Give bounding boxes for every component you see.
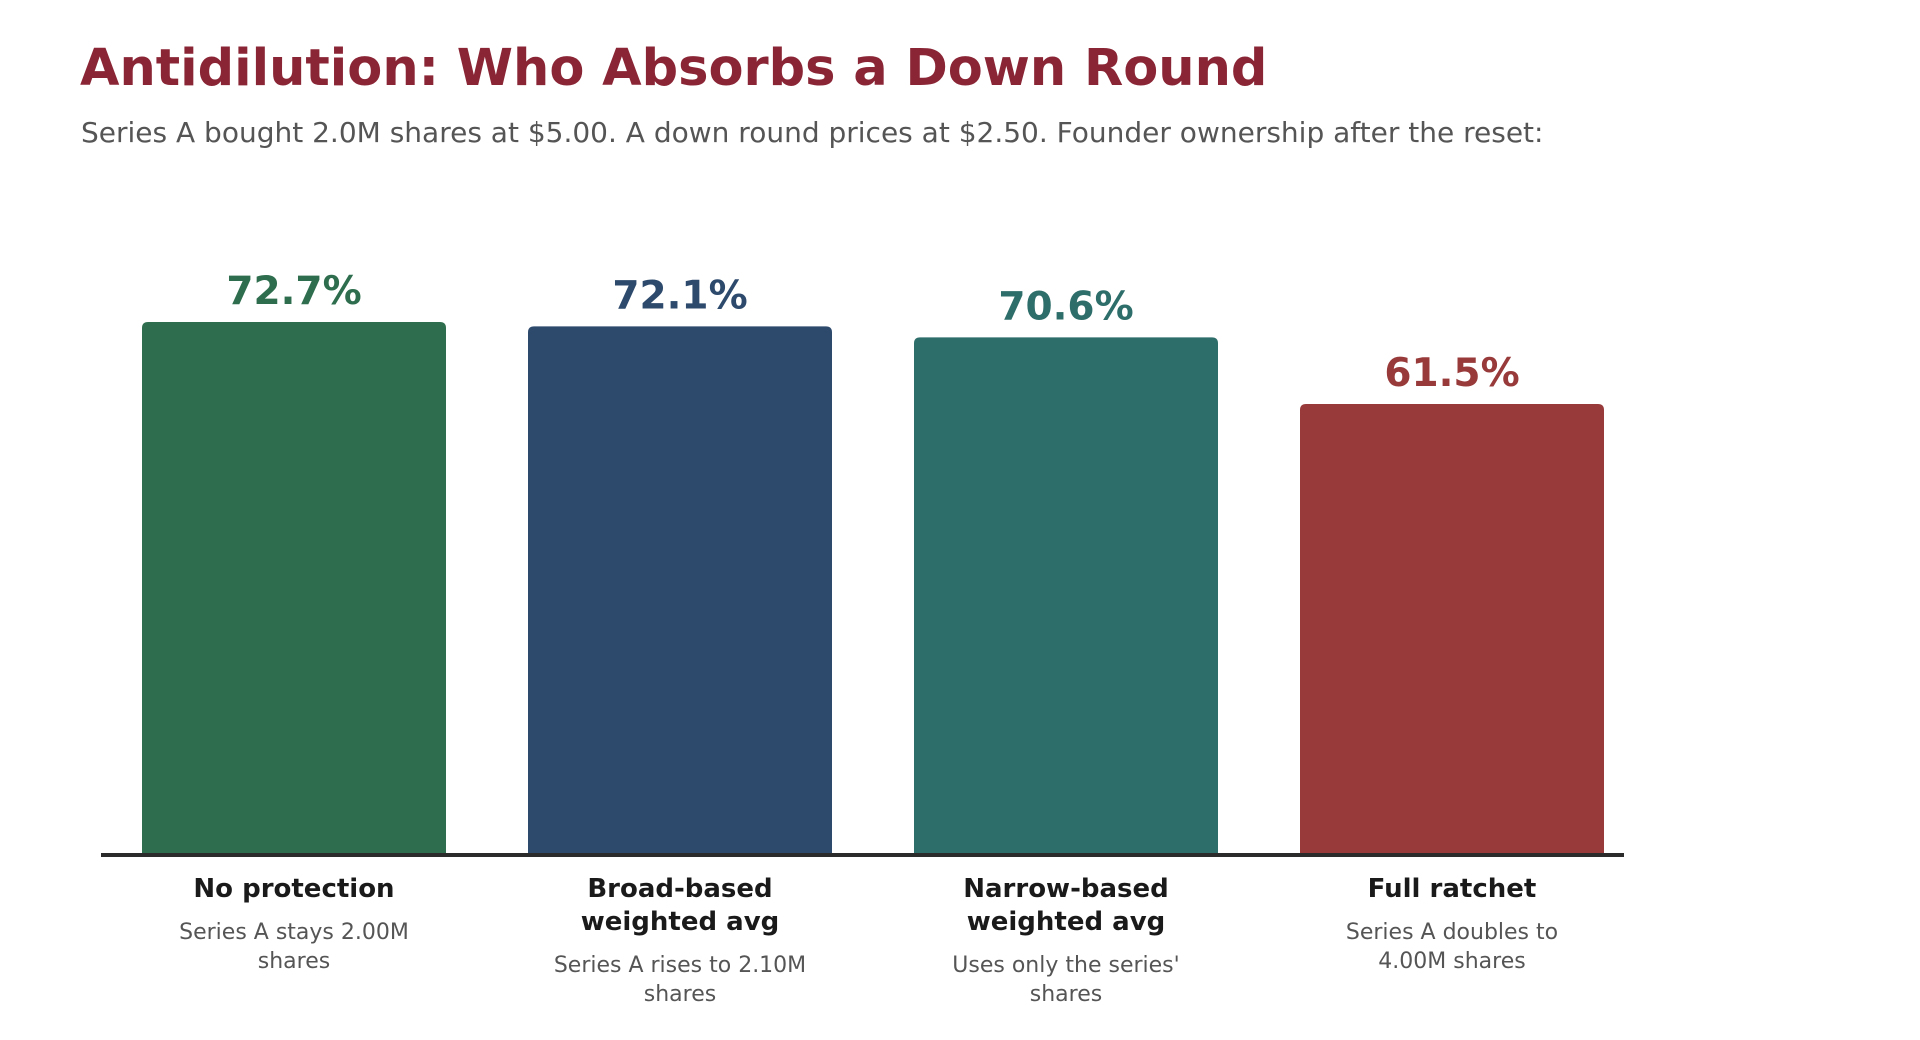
chart-title: Antidilution: Who Absorbs a Down Round (80, 39, 1268, 98)
bar-value-label: 72.7% (226, 269, 361, 314)
chart-subtitle: Series A bought 2.0M shares at $5.00. A … (81, 116, 1544, 149)
category-label: Narrow-based (963, 874, 1169, 904)
bar-0 (142, 322, 446, 854)
bar-3 (1300, 403, 1604, 854)
category-note: Series A doubles to (1346, 920, 1558, 945)
category-note: Series A rises to 2.10M (554, 953, 806, 978)
bar-1 (528, 326, 832, 855)
category-label: weighted avg (581, 907, 780, 937)
bar-value-label: 61.5% (1384, 351, 1519, 396)
category-label: No protection (193, 874, 394, 904)
category-label: Full ratchet (1368, 874, 1537, 904)
category-note: shares (1030, 982, 1102, 1007)
category-note: Series A stays 2.00M (179, 920, 409, 945)
bar-value-label: 72.1% (612, 273, 747, 318)
category-note: shares (644, 982, 716, 1007)
category-note: shares (258, 949, 330, 974)
category-label: Broad-based (587, 874, 772, 904)
bar-value-label: 70.6% (998, 284, 1133, 329)
bar-2 (914, 337, 1218, 854)
category-label: weighted avg (967, 907, 1166, 937)
category-note: 4.00M shares (1378, 949, 1525, 974)
category-note: Uses only the series' (952, 953, 1179, 978)
